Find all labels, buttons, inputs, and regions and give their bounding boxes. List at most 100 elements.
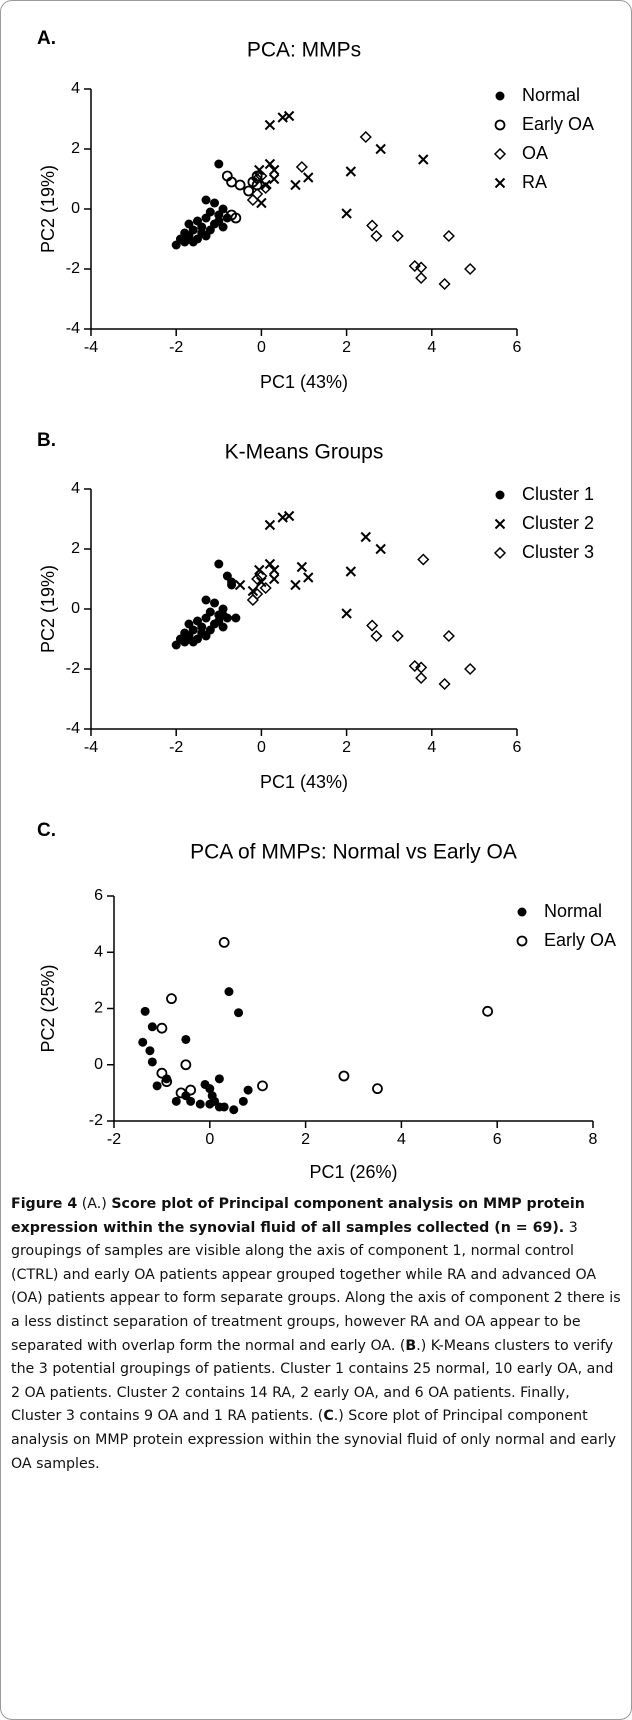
point	[247, 585, 259, 597]
x-tick-label: -2	[107, 1131, 121, 1148]
x-axis-label: PC1 (43%)	[260, 372, 348, 392]
point	[256, 197, 267, 209]
point	[264, 158, 276, 170]
x-tick-label: -4	[84, 339, 98, 356]
point	[218, 937, 230, 948]
point	[251, 587, 264, 601]
y-tick-label: 4	[94, 943, 103, 960]
point	[283, 110, 295, 122]
point	[442, 629, 455, 643]
point	[303, 172, 314, 183]
point	[438, 677, 451, 691]
x-tick-label: 0	[257, 739, 266, 756]
y-tick-label: -4	[66, 320, 80, 337]
point	[366, 219, 379, 232]
point	[205, 1084, 215, 1094]
point	[375, 143, 386, 155]
point	[415, 671, 428, 685]
point	[218, 222, 228, 232]
panel-label: C.	[37, 820, 56, 841]
point	[295, 160, 308, 174]
point	[257, 1080, 268, 1092]
point	[264, 519, 276, 531]
point	[197, 622, 207, 632]
point	[442, 229, 455, 243]
point	[231, 613, 241, 623]
point	[391, 229, 404, 243]
x-tick-label: -4	[84, 739, 98, 756]
point	[370, 629, 383, 643]
chart-title: PCA: MMPs	[247, 39, 361, 62]
point	[227, 580, 237, 590]
point	[210, 198, 220, 208]
point	[230, 212, 242, 224]
point	[375, 543, 386, 555]
y-tick-label: 0	[71, 200, 80, 217]
legend-marker	[493, 546, 507, 560]
point	[243, 1085, 253, 1095]
y-tick-label: -4	[66, 720, 80, 737]
panel-label: B.	[37, 430, 56, 451]
y-tick-label: 4	[71, 80, 80, 97]
point	[224, 987, 234, 997]
x-tick-label: 8	[589, 1131, 598, 1148]
point	[184, 219, 194, 229]
point	[234, 1008, 244, 1018]
point	[260, 179, 271, 191]
point	[140, 1006, 150, 1016]
y-axis-label: PC2 (19%)	[38, 165, 58, 253]
point	[184, 619, 194, 629]
point	[370, 229, 383, 243]
point	[303, 572, 314, 583]
panel-label: A.	[37, 28, 56, 49]
y-tick-label: -2	[89, 1112, 103, 1129]
caption-text: Score plot of Principal component analys…	[11, 1196, 590, 1236]
legend-label: Normal	[522, 85, 580, 105]
y-tick-label: 0	[94, 1056, 103, 1073]
legend-label: Normal	[544, 901, 602, 921]
point	[464, 262, 477, 276]
point	[464, 662, 477, 676]
point	[214, 159, 224, 169]
point	[290, 579, 301, 591]
point	[418, 154, 429, 165]
y-tick-label: -2	[66, 660, 80, 677]
point	[359, 130, 372, 144]
point	[438, 277, 451, 291]
point	[214, 1102, 224, 1112]
point	[360, 531, 371, 543]
point	[338, 1070, 350, 1082]
point	[185, 1084, 197, 1096]
legend-label: Early OA	[522, 114, 594, 134]
y-tick-label: 2	[71, 140, 80, 157]
point	[201, 595, 211, 605]
y-axis-label: PC2 (25%)	[38, 964, 58, 1052]
point	[254, 164, 265, 176]
point	[296, 561, 308, 573]
caption-text: 3 groupings of samples are visible along…	[11, 1219, 626, 1354]
chart-title: K-Means Groups	[225, 441, 384, 464]
point	[259, 581, 272, 595]
point	[341, 208, 352, 219]
x-tick-label: 4	[427, 739, 436, 756]
point	[175, 1087, 187, 1099]
x-tick-label: 2	[342, 739, 351, 756]
point	[180, 1059, 192, 1071]
point	[246, 593, 259, 607]
caption-text: B	[405, 1337, 417, 1354]
point	[147, 1057, 157, 1067]
point	[210, 598, 220, 608]
legend-marker	[495, 490, 505, 500]
caption-text: .) K-Means clusters to verify the 3 pote…	[11, 1337, 618, 1425]
point	[180, 228, 190, 238]
legend-marker	[495, 91, 505, 101]
x-tick-label: 2	[301, 1131, 310, 1148]
x-tick-label: 4	[397, 1131, 406, 1148]
point	[214, 559, 224, 569]
y-tick-label: 0	[71, 600, 80, 617]
point	[156, 1022, 168, 1034]
point	[408, 659, 421, 673]
point	[171, 1096, 181, 1106]
point	[415, 271, 428, 285]
